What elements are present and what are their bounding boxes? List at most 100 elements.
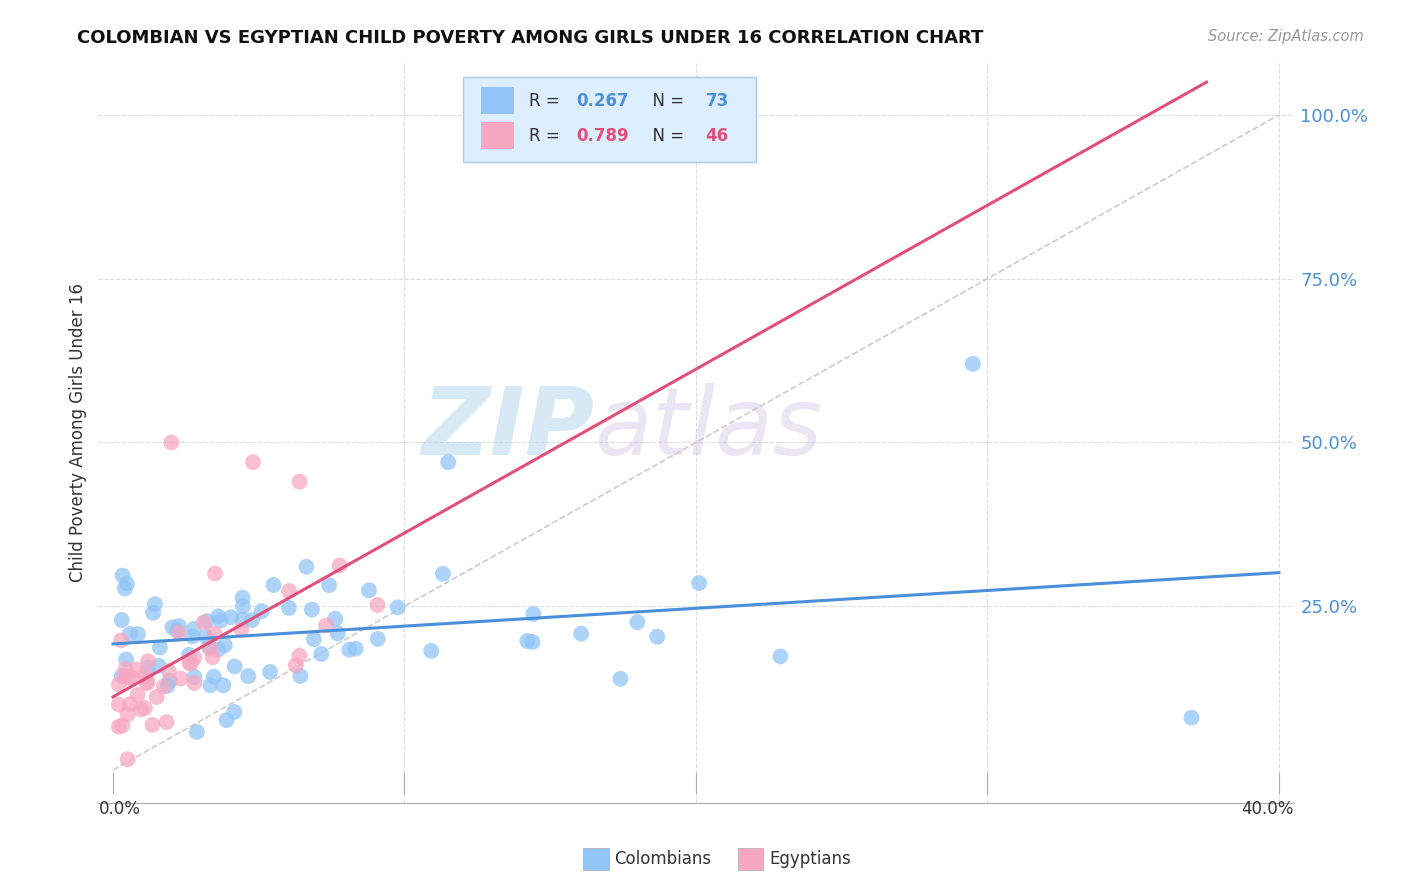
Point	[288, 648, 311, 663]
Point	[118, 697, 141, 711]
Text: 73: 73	[706, 92, 728, 110]
Point	[169, 672, 191, 686]
Point	[179, 648, 201, 662]
Point	[432, 566, 454, 581]
Point	[136, 675, 159, 690]
Point	[219, 610, 242, 624]
Point	[609, 672, 631, 686]
Point	[135, 668, 157, 682]
Point	[198, 640, 221, 654]
Point	[156, 679, 179, 693]
Point	[127, 627, 149, 641]
Point	[302, 632, 325, 647]
Point	[160, 435, 183, 450]
FancyBboxPatch shape	[481, 87, 515, 114]
Text: Source: ZipAtlas.com: Source: ZipAtlas.com	[1208, 29, 1364, 44]
Point	[157, 664, 180, 678]
Point	[516, 634, 538, 648]
Point	[125, 663, 148, 677]
Point	[238, 669, 260, 683]
Point	[114, 662, 136, 676]
Point	[522, 607, 544, 621]
Point	[202, 670, 225, 684]
Point	[162, 620, 184, 634]
Point	[142, 606, 165, 620]
Point	[115, 652, 138, 666]
Point	[214, 638, 236, 652]
Point	[108, 677, 131, 691]
Point	[117, 752, 139, 766]
Point	[626, 615, 648, 629]
Point	[367, 632, 389, 646]
Point	[111, 718, 134, 732]
Point	[143, 597, 166, 611]
Point	[284, 658, 307, 673]
Point	[231, 623, 253, 637]
Point	[769, 649, 792, 664]
Point	[263, 578, 285, 592]
Point	[181, 629, 204, 643]
Point	[224, 659, 246, 673]
Point	[167, 619, 190, 633]
Point	[962, 357, 984, 371]
Point	[326, 626, 349, 640]
Point	[115, 576, 138, 591]
Point	[232, 599, 254, 614]
Point	[242, 455, 264, 469]
Text: Egyptians: Egyptians	[769, 850, 851, 868]
Text: ZIP: ZIP	[422, 383, 595, 475]
Text: 0.0%: 0.0%	[98, 799, 141, 818]
Point	[167, 625, 190, 640]
Point	[329, 558, 352, 573]
Point	[224, 705, 246, 719]
Point	[134, 701, 156, 715]
Point	[135, 676, 157, 690]
Point	[344, 641, 367, 656]
Point	[259, 665, 281, 679]
Point	[195, 614, 218, 628]
Point	[318, 578, 340, 592]
Text: R =: R =	[529, 92, 565, 110]
Point	[114, 669, 136, 683]
Point	[180, 657, 202, 671]
Point	[111, 613, 134, 627]
Point	[387, 600, 409, 615]
Point	[232, 591, 254, 605]
Point	[200, 641, 222, 656]
Point	[231, 613, 253, 627]
FancyBboxPatch shape	[463, 78, 756, 162]
Point	[212, 678, 235, 692]
Point	[215, 713, 238, 727]
Text: R =: R =	[529, 127, 565, 145]
Point	[278, 600, 301, 615]
Point	[290, 669, 312, 683]
Point	[183, 650, 205, 665]
Point	[121, 671, 143, 685]
Point	[301, 602, 323, 616]
Point	[111, 568, 134, 582]
Point	[183, 676, 205, 690]
Point	[141, 718, 163, 732]
Point	[569, 626, 592, 640]
Point	[688, 576, 710, 591]
Text: N =: N =	[643, 92, 689, 110]
Point	[118, 627, 141, 641]
Point	[288, 475, 311, 489]
Point	[522, 635, 544, 649]
Point	[183, 622, 205, 636]
Text: Colombians: Colombians	[614, 850, 711, 868]
Point	[193, 615, 215, 630]
Point	[183, 670, 205, 684]
Point	[195, 630, 218, 644]
Point	[117, 671, 139, 685]
Text: 0.789: 0.789	[576, 127, 628, 145]
Point	[200, 678, 222, 692]
Point	[110, 633, 132, 648]
Point	[156, 715, 179, 730]
Point	[420, 644, 443, 658]
Point	[166, 624, 188, 638]
Point	[136, 661, 159, 675]
Point	[186, 725, 208, 739]
Point	[207, 642, 229, 657]
Point	[437, 455, 460, 469]
